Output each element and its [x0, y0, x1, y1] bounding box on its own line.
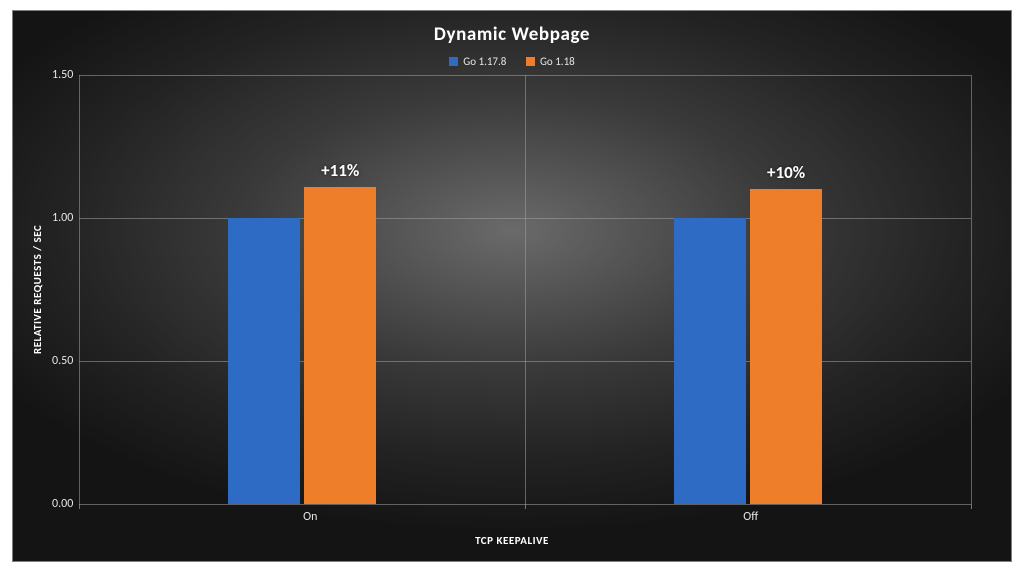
y-axis-ticks: 1.50 1.00 0.50 0.00 [46, 75, 79, 504]
legend-label-1: Go 1.18 [540, 55, 575, 68]
bar-label: +10% [767, 162, 805, 183]
chart-title: Dynamic Webpage [13, 23, 1011, 46]
bar-group-on: +11% [79, 75, 525, 504]
bar-off-series0 [674, 218, 746, 504]
legend-item-0: Go 1.17.8 [449, 55, 506, 68]
y-axis-title: RELATIVE REQUESTS / SEC [29, 75, 46, 504]
bar-on-series0 [228, 218, 300, 504]
bar-label: +11% [321, 160, 359, 181]
legend-item-1: Go 1.18 [526, 55, 575, 68]
bar-groups: +11% +10% [79, 75, 971, 504]
x-axis-title: TCP KEEPALIVE [13, 524, 1011, 561]
bar-on-series1: +11% [304, 187, 376, 504]
bar-group-off: +10% [525, 75, 971, 504]
legend-label-0: Go 1.17.8 [463, 55, 506, 68]
bar-off-series1: +10% [750, 189, 822, 504]
x-axis-ticks: On Off [90, 504, 971, 524]
legend-swatch-0 [449, 57, 458, 66]
x-tick-label: On [90, 504, 531, 524]
x-tick-label: Off [531, 504, 972, 524]
legend-swatch-1 [526, 57, 535, 66]
plot-area: +11% +10% [79, 75, 971, 504]
legend: Go 1.17.8 Go 1.18 [13, 52, 1011, 71]
chart-panel: Dynamic Webpage Go 1.17.8 Go 1.18 RELATI… [12, 10, 1012, 562]
